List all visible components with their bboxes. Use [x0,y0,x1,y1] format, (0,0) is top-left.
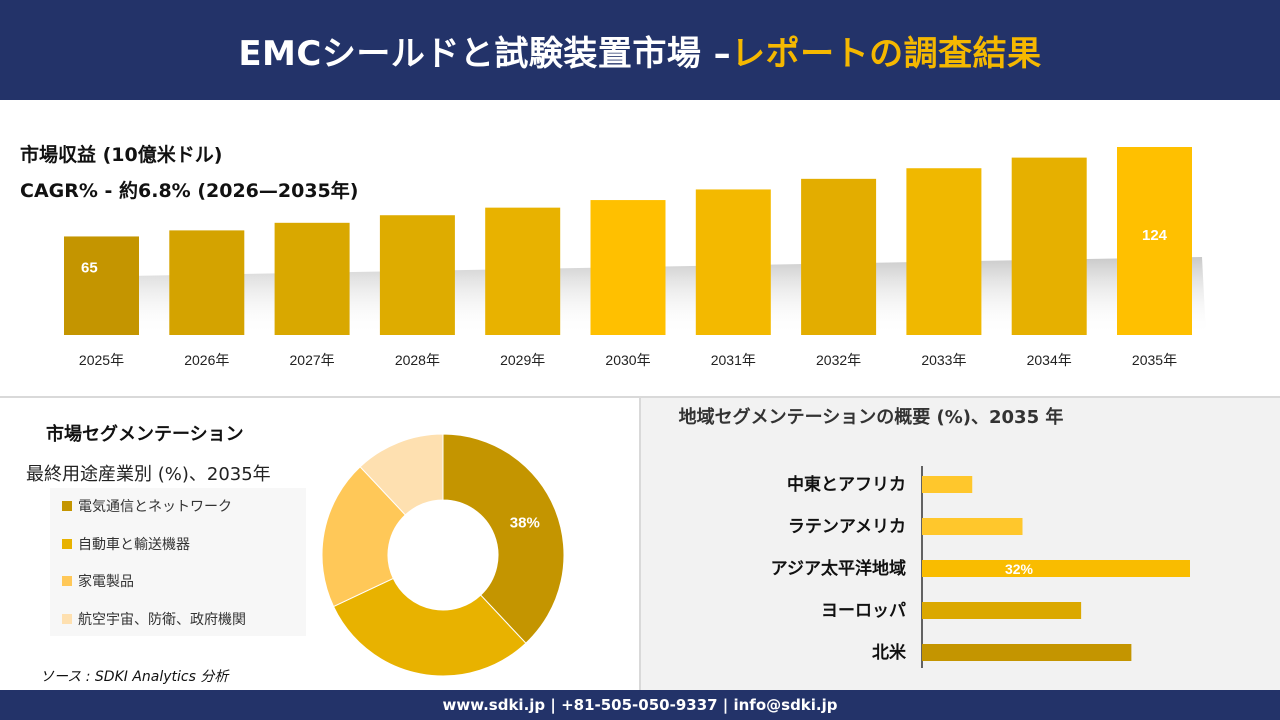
segmentation-section: 市場セグメンテーション 最終用途産業別 (%)、2035年 電気通信とネットワー… [0,398,639,690]
legend-label: 自動車と輸送機器 [78,536,190,553]
revenue-bar [1117,147,1192,335]
revenue-section: 2025年 65 2026年 2027年 2028年 2029年 2030年 2031年 203… [0,100,1280,396]
x-tick-label: 2028年 [395,352,440,368]
revenue-bar [274,222,350,335]
segmentation-subtitle: 最終用途産業別 (%)、2035年 [26,464,271,485]
region-label: ラテンアメリカ [788,517,906,536]
header-banner: EMCシールドと試験装置市場 –レポートの調査結果 [0,0,1280,100]
bar-data-label: 65 [81,259,98,276]
region-bar [922,560,1190,577]
donut-slice [321,466,407,608]
revenue-label: 市場収益 (10億米ドル) [20,144,223,166]
vertical-divider [639,398,641,690]
legend-item: 自動車と輸送機器 [62,534,190,554]
region-bar [922,644,1132,661]
x-tick-label: 2032年 [816,352,861,368]
legend-swatch [62,501,72,511]
segmentation-donut-chart: 38% [321,433,565,677]
legend-item: 電気通信とネットワーク [62,496,232,516]
x-tick-label: 2033年 [921,352,966,368]
x-tick-label: 2029年 [500,352,545,368]
region-label: アジア太平洋地域 [771,558,906,578]
title-main: EMCシールドと試験装置市場 – [238,33,732,74]
legend-swatch [62,576,72,586]
region-bar [922,602,1082,619]
bar-data-label: 124 [1142,227,1168,244]
x-tick-label: 2034年 [1027,352,1072,368]
footer-bar: www.sdki.jp | +81-505-050-9337 | info@sd… [0,690,1280,720]
slice-data-label: 38% [510,515,540,532]
revenue-bar [379,215,455,335]
revenue-bar [169,230,245,335]
donut-slice [359,433,444,516]
title-accent: レポートの調査結果 [731,33,1042,74]
revenue-bar [906,168,982,335]
revenue-bar [590,200,666,335]
horizontal-divider [0,396,1280,398]
legend-item: 航空宇宙、防衛、政府機関 [62,609,246,629]
x-tick-label: 2031年 [711,352,756,368]
region-section: 中東とアフリカ ラテンアメリカアジア太平洋地域 32% ヨーロッパ北米 地域セグメンテ… [641,398,1280,690]
x-tick-label: 2026年 [184,352,229,368]
region-label: 中東とアフリカ [787,474,906,494]
revenue-bar [1011,157,1087,335]
x-tick-label: 2025年 [79,352,124,368]
donut-slice [442,433,565,644]
region-bar [922,476,973,493]
segmentation-title: 市場セグメンテーション [46,424,244,445]
segmentation-legend: 電気通信とネットワーク 自動車と輸送機器 家電製品航空宇宙、防衛、政府機関 [50,488,306,636]
region-label: 北米 [872,642,907,662]
x-tick-label: 2030年 [605,352,650,368]
donut-slice [332,577,527,677]
region-title: 地域セグメンテーションの概要 (%)、2035 年 [678,407,1064,428]
contact-info: www.sdki.jp | +81-505-050-9337 | info@sd… [442,696,838,714]
page-title: EMCシールドと試験装置市場 –レポートの調査結果 [238,26,1041,75]
region-data-label: 32% [1005,561,1034,577]
x-tick-label: 2027年 [290,352,335,368]
revenue-bar [64,236,139,335]
cagr-label: CAGR% - 約6.8% (2026—2035年) [20,180,359,202]
revenue-bar [695,189,771,335]
legend-label: 航空宇宙、防衛、政府機関 [78,611,246,628]
revenue-bar [485,207,561,335]
region-label: ヨーロッパ [821,601,906,620]
legend-label: 家電製品 [78,574,134,590]
x-tick-label: 2035年 [1132,352,1177,368]
revenue-bar-chart: 2025年 65 2026年 2027年 2028年 2029年 2030年 2031年 203… [64,147,1206,368]
legend-swatch [62,613,72,624]
region-bar [922,518,1023,535]
legend-item: 家電製品 [62,571,134,591]
legend-label: 電気通信とネットワーク [78,499,232,515]
legend-swatch [62,538,72,549]
revenue-bar [801,178,877,335]
source-note: ソース : SDKI Analytics 分析 [40,669,229,685]
